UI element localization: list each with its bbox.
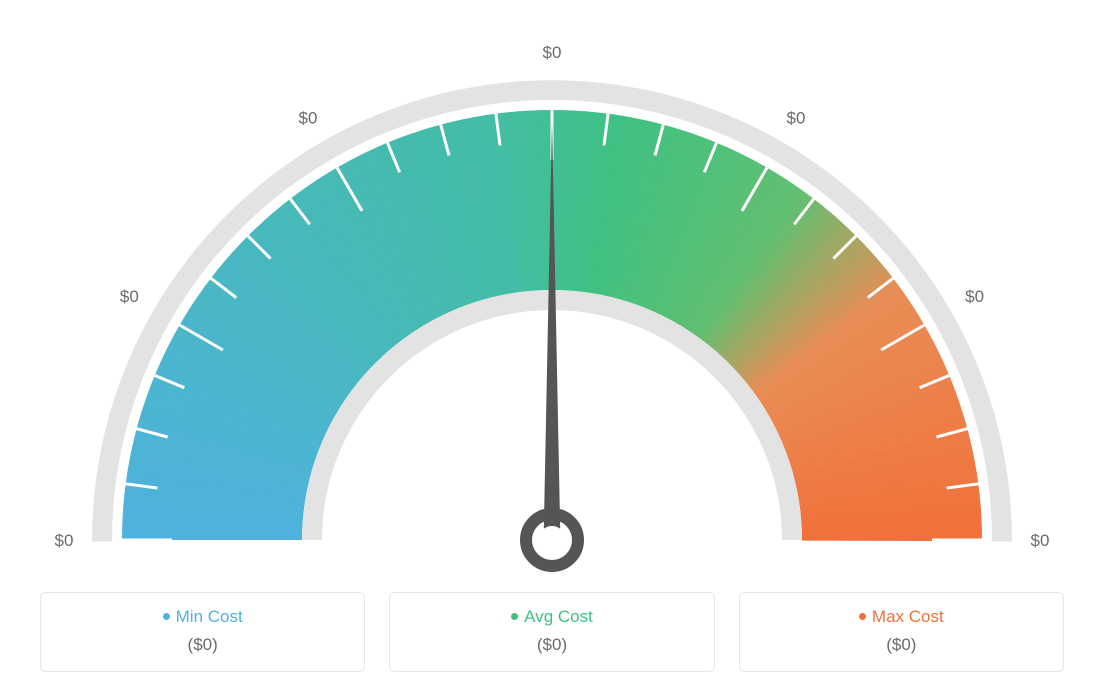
gauge-chart-container: $0 $0 $0 $0 $0 $0 $0 Min Cost ($0) Avg Cost ($…: [0, 0, 1104, 690]
legend-card-max: Max Cost ($0): [739, 592, 1064, 672]
svg-text:$0: $0: [543, 43, 562, 62]
legend-row: Min Cost ($0) Avg Cost ($0) Max Cost ($0…: [40, 592, 1064, 672]
legend-dot-max: [859, 613, 866, 620]
svg-text:$0: $0: [787, 108, 806, 127]
legend-dot-min: [163, 613, 170, 620]
legend-value-avg: ($0): [406, 635, 697, 655]
svg-text:$0: $0: [55, 531, 74, 550]
legend-value-max: ($0): [756, 635, 1047, 655]
legend-label-min: Min Cost: [176, 607, 243, 626]
legend-card-avg: Avg Cost ($0): [389, 592, 714, 672]
legend-card-min: Min Cost ($0): [40, 592, 365, 672]
legend-title-min: Min Cost: [57, 607, 348, 627]
legend-value-min: ($0): [57, 635, 348, 655]
gauge-svg: $0 $0 $0 $0 $0 $0 $0: [0, 0, 1104, 580]
legend-label-avg: Avg Cost: [524, 607, 593, 626]
legend-dot-avg: [511, 613, 518, 620]
svg-text:$0: $0: [299, 108, 318, 127]
legend-label-max: Max Cost: [872, 607, 944, 626]
svg-text:$0: $0: [965, 287, 984, 306]
svg-text:$0: $0: [1031, 531, 1050, 550]
svg-text:$0: $0: [120, 287, 139, 306]
legend-title-avg: Avg Cost: [406, 607, 697, 627]
legend-title-max: Max Cost: [756, 607, 1047, 627]
